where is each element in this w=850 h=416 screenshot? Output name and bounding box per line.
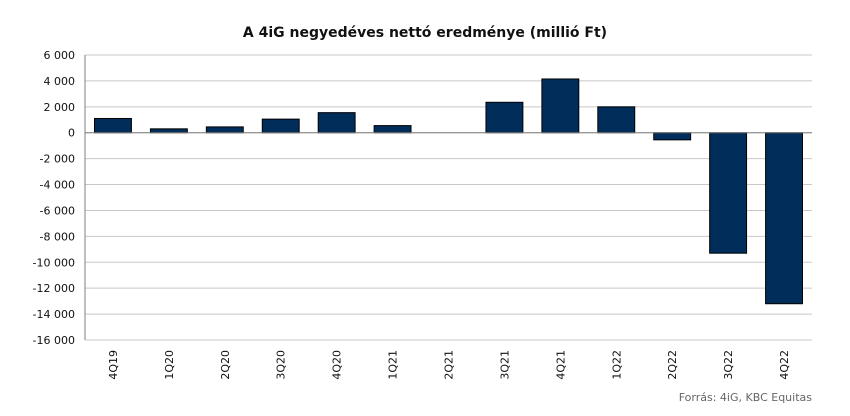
- bar-1q22: [597, 106, 636, 134]
- y-tick-label: -10 000: [33, 256, 75, 269]
- x-tick-label: 3Q22: [722, 350, 735, 380]
- y-tick-label: 4 000: [44, 75, 76, 88]
- x-tick-label: 1Q21: [387, 350, 400, 380]
- y-tick-label: -12 000: [33, 282, 75, 295]
- bar-1q20: [149, 128, 188, 134]
- bar-4q22: [765, 132, 803, 305]
- y-tick-label: -4 000: [40, 179, 75, 192]
- x-tick-label: 4Q21: [554, 350, 567, 380]
- x-axis-tick-labels: 4Q19 1Q20 2Q20 3Q20 4Q20 1Q21 2Q21 3Q21 4Q21 1Q22…: [107, 350, 791, 380]
- y-tick-label: 0: [68, 127, 75, 140]
- bar-3q21: [485, 101, 524, 134]
- gridlines: [85, 54, 812, 341]
- x-tick-label: 2Q20: [219, 350, 232, 380]
- bar-2q22: [653, 132, 692, 141]
- y-tick-label: -16 000: [33, 334, 75, 347]
- bar-1q21: [373, 125, 412, 134]
- x-tick-label: 4Q20: [331, 350, 344, 380]
- bars: [94, 78, 803, 305]
- x-tick-label: 2Q22: [666, 350, 679, 380]
- x-tick-label: 4Q19: [107, 350, 120, 380]
- y-tick-label: 2 000: [44, 101, 76, 114]
- y-tick-label: -8 000: [40, 230, 75, 243]
- y-tick-label: -2 000: [40, 153, 75, 166]
- bar-2q20: [205, 126, 244, 134]
- x-tick-label: 3Q20: [275, 350, 288, 380]
- bar-4q19: [94, 117, 132, 134]
- chart-title: A 4iG negyedéves nettó eredménye (millió…: [243, 25, 607, 41]
- bar-4q20: [317, 112, 356, 134]
- bar-3q22: [709, 132, 748, 254]
- y-tick-label: -14 000: [33, 308, 75, 321]
- x-tick-label: 4Q22: [778, 350, 791, 380]
- y-axis-tick-labels: 6 000 4 000 2 000 0 -2 000 -4 000 -6 000 -8 000…: [33, 49, 75, 347]
- y-tick-label: -6 000: [40, 204, 75, 217]
- x-tick-label: 3Q21: [498, 350, 511, 380]
- x-tick-label: 1Q20: [163, 350, 176, 380]
- y-tick-label: 6 000: [44, 49, 76, 62]
- x-tick-label: 2Q21: [443, 350, 456, 380]
- bar-4q21: [541, 78, 580, 134]
- bar-3q20: [261, 118, 300, 134]
- source-note: Forrás: 4iG, KBC Equitas: [679, 391, 813, 404]
- x-tick-label: 1Q22: [610, 350, 623, 380]
